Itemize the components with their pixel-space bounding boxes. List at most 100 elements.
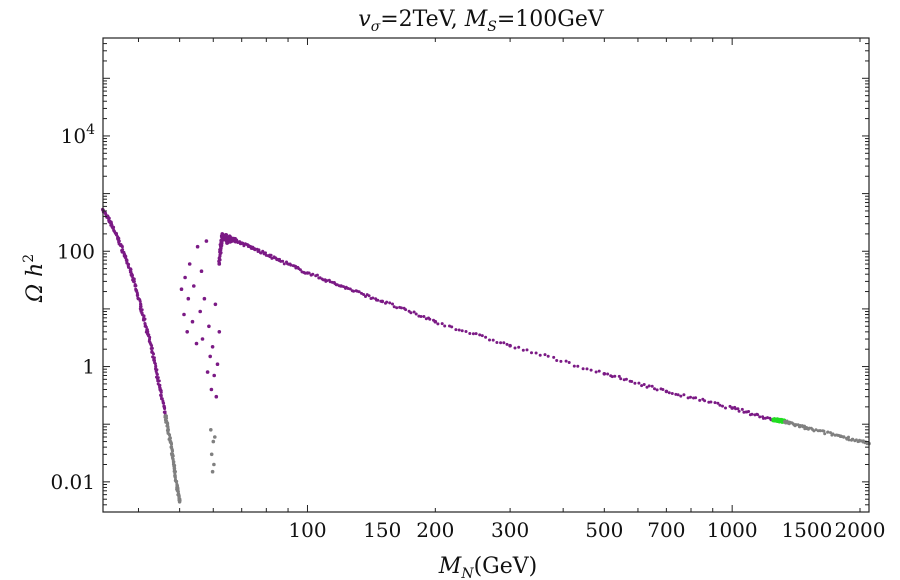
data-point — [847, 435, 850, 439]
data-point — [724, 406, 727, 410]
data-point — [177, 500, 182, 504]
data-point — [633, 381, 637, 385]
data-point — [572, 364, 576, 368]
data-point — [404, 308, 408, 312]
data-point — [597, 369, 601, 373]
data-point — [190, 319, 195, 324]
data-point — [159, 390, 163, 394]
series-2 — [179, 239, 222, 399]
data-point — [521, 348, 525, 352]
data-point — [676, 393, 680, 397]
data-point — [694, 396, 698, 400]
plot-frame — [102, 37, 870, 513]
data-point — [135, 294, 139, 298]
data-point — [619, 377, 623, 381]
data-point — [412, 310, 416, 314]
data-point — [718, 403, 722, 407]
data-point — [637, 381, 641, 385]
data-point — [150, 346, 154, 350]
data-point — [831, 432, 835, 436]
y-tick-label: 104 — [61, 122, 95, 148]
data-point — [484, 335, 488, 339]
data-point — [342, 285, 345, 289]
data-point — [567, 361, 571, 364]
data-point — [617, 374, 621, 378]
data-point — [460, 329, 464, 333]
data-point — [204, 239, 209, 243]
series-7 — [783, 419, 871, 446]
data-point — [202, 296, 207, 301]
data-point — [194, 341, 199, 346]
data-point — [624, 377, 628, 381]
data-point — [653, 387, 656, 391]
x-tick-label: 1000 — [707, 518, 758, 542]
data-point — [409, 311, 413, 315]
data-point — [440, 322, 444, 326]
data-point — [217, 330, 222, 334]
data-point — [642, 383, 646, 386]
x-tick-label: 1500 — [781, 518, 832, 542]
data-point — [307, 271, 311, 275]
data-point — [457, 328, 461, 332]
data-point — [747, 410, 751, 413]
data-point — [488, 338, 491, 342]
data-point — [281, 259, 285, 263]
data-point — [380, 299, 385, 304]
data-point — [450, 325, 454, 329]
data-point — [152, 352, 155, 356]
data-point — [210, 345, 215, 349]
data-point — [826, 430, 830, 434]
data-point — [362, 293, 366, 296]
x-tick-label: 700 — [647, 518, 685, 542]
data-point — [499, 341, 503, 345]
plot-points — [101, 207, 871, 504]
data-point — [171, 449, 174, 453]
data-point — [167, 432, 171, 436]
data-point — [215, 362, 220, 367]
data-point — [112, 225, 116, 229]
data-point — [513, 346, 517, 350]
data-point — [478, 333, 482, 337]
data-point — [602, 372, 607, 376]
data-point — [185, 330, 189, 334]
data-point — [740, 407, 744, 411]
data-point — [576, 364, 580, 368]
data-point — [471, 332, 475, 336]
data-point — [610, 375, 614, 379]
data-point — [208, 354, 212, 359]
data-point — [709, 400, 713, 404]
data-point — [186, 296, 191, 301]
data-point — [414, 312, 418, 316]
data-point — [525, 348, 529, 352]
data-point — [367, 294, 371, 298]
data-point — [674, 392, 678, 396]
data-point — [589, 368, 593, 372]
data-point — [138, 299, 142, 303]
data-point — [209, 452, 214, 457]
data-point — [140, 308, 144, 312]
data-point — [168, 437, 172, 441]
series-1 — [163, 414, 182, 504]
data-point — [213, 435, 217, 439]
data-point — [176, 489, 180, 493]
data-point — [357, 290, 361, 294]
data-point — [298, 268, 302, 272]
data-point — [581, 367, 585, 371]
data-point — [199, 269, 204, 274]
data-point — [125, 259, 129, 263]
data-point — [664, 389, 669, 394]
data-point — [399, 306, 403, 310]
data-point — [209, 428, 213, 432]
data-point — [585, 367, 589, 371]
data-point — [150, 344, 154, 348]
data-point — [155, 372, 159, 375]
data-point — [212, 462, 216, 467]
data-point — [157, 379, 161, 383]
data-point — [120, 245, 124, 249]
data-point — [686, 396, 690, 400]
data-point — [650, 384, 654, 388]
data-point — [555, 359, 559, 362]
data-point — [822, 429, 826, 433]
data-point — [311, 272, 315, 276]
data-point — [153, 362, 157, 366]
